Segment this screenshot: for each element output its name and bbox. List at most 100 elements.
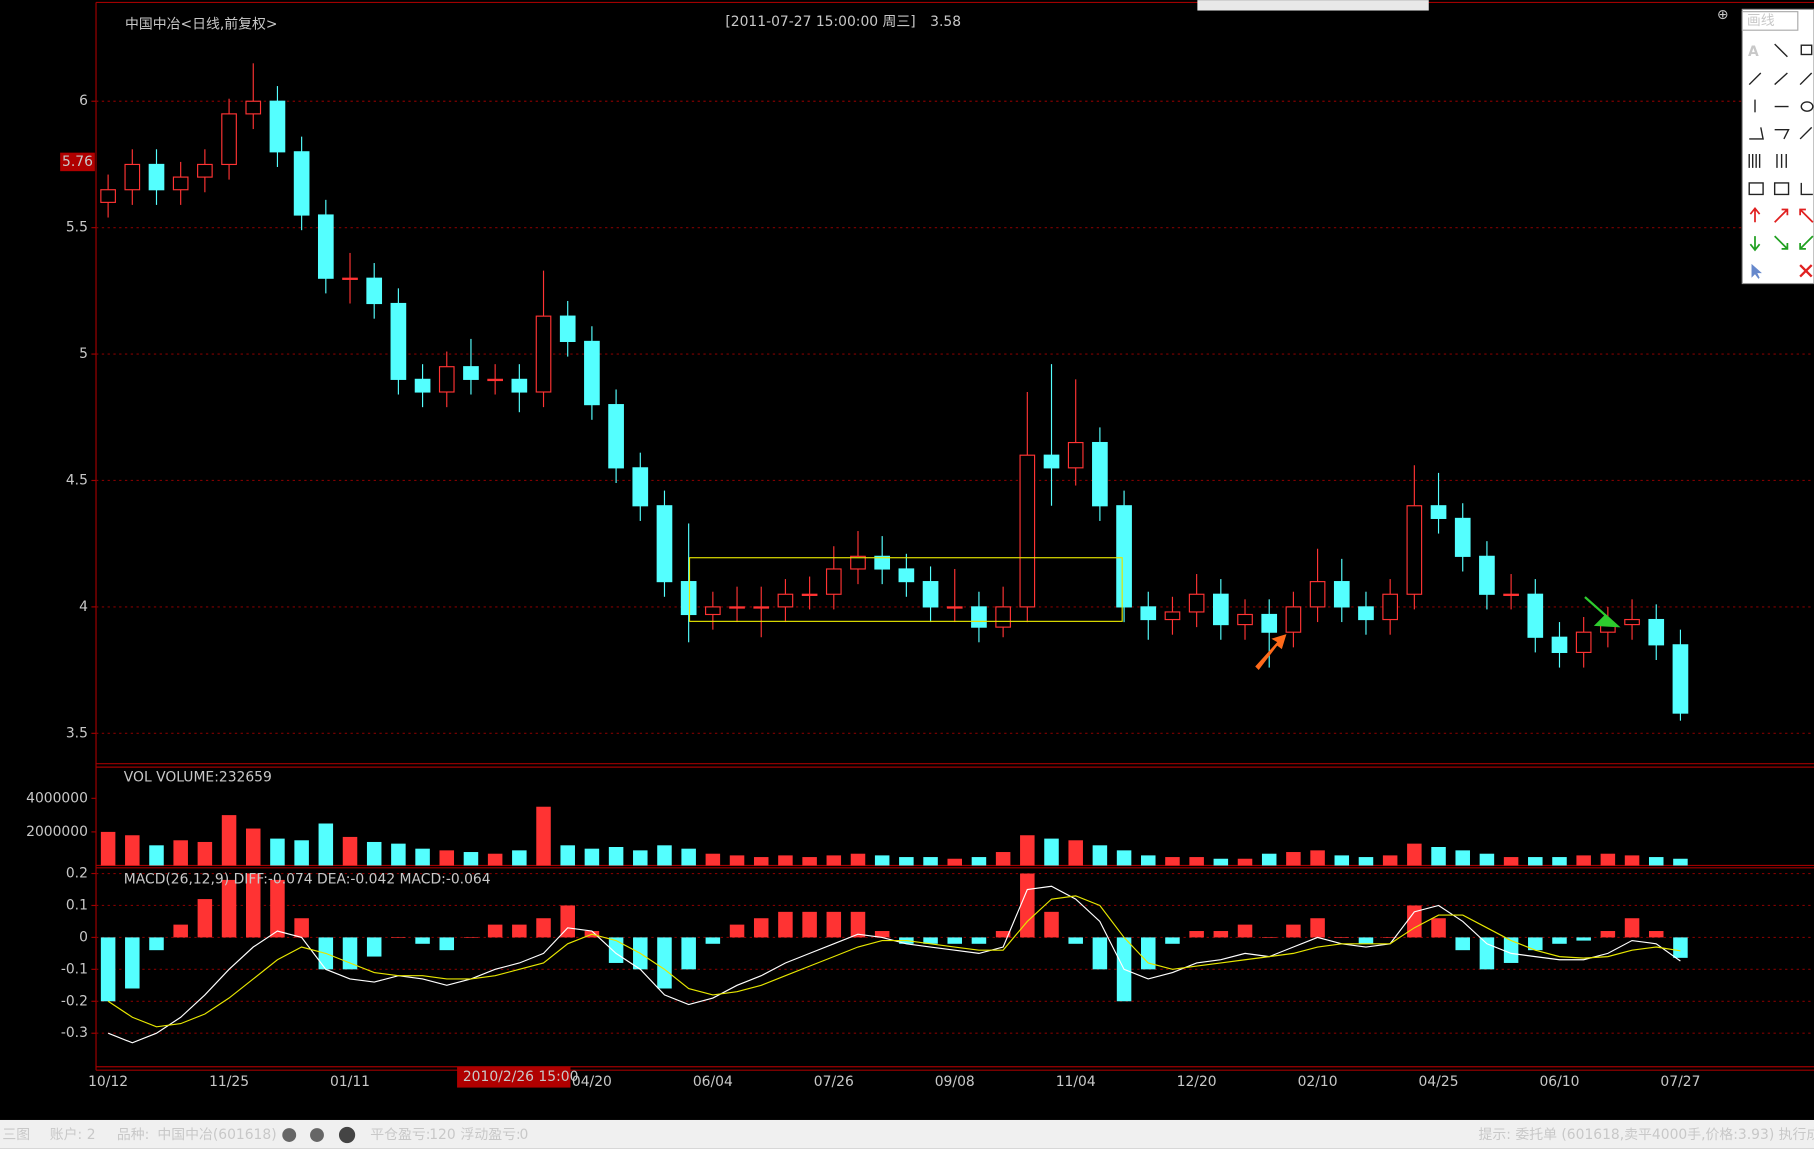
macd-bar [1528,937,1543,951]
candle-body [1358,606,1374,621]
x-tick-label: 04/20 [572,1074,612,1090]
macd-bar [1044,911,1059,938]
candle-body [1188,593,1205,613]
arrow-annotation [1584,596,1621,628]
macd-bar [995,931,1011,938]
top-toolbar[interactable] [1197,0,1429,11]
plot: 6 5.5 5 4.5 4 3.5 4000000 2000000 0.2 0.1 0 -0.1 -0.… [26,63,1814,1090]
delete-tool[interactable] [1799,264,1813,278]
macd-bar [923,937,938,944]
candle-body [559,315,576,343]
volume-bar [1503,857,1519,866]
candle-body [1043,454,1060,469]
volume-bar [1213,858,1229,866]
macd-bar [1407,905,1422,938]
cursor-date-box [457,1066,571,1088]
macd-bar [149,937,164,951]
volume-bar [1020,835,1035,866]
volume-bar [318,823,334,866]
candle-body [1140,606,1157,621]
arrow-tools-red[interactable] [1749,206,1814,223]
candle-body [487,378,503,382]
volume-bar [415,848,430,866]
volume-bar [439,850,455,866]
candle-body [1454,517,1471,557]
x-tick-label: 02/10 [1298,1074,1338,1090]
candle-body [390,302,407,380]
candle-body [1551,636,1568,653]
volume-bar [681,848,696,866]
volume-bar [657,845,672,866]
tool-icons[interactable] [1748,43,1814,196]
macd-bar [245,873,261,938]
volume-bar [366,841,382,866]
volume-bar [1068,840,1083,866]
dea-line [107,895,1681,1028]
volume-bar [608,846,624,866]
status-view[interactable]: 三图 [2,1127,30,1143]
volume-bar [971,857,987,866]
volume-bar [850,853,866,866]
tool-text-icon[interactable]: A [1748,44,1759,60]
x-tick-label: 11/04 [1056,1074,1096,1090]
candle-body [922,581,939,608]
arrow-tools-green[interactable] [1749,235,1814,252]
candle-body [124,163,141,191]
candle-body [1212,593,1229,626]
y-tick-label: 4.5 [66,472,88,488]
y-tick-label: 3.5 [66,725,88,741]
x-tick-label: 06/10 [1539,1074,1579,1090]
candle-body [1527,593,1544,638]
status-symbol[interactable]: 中国中冶(601618) [157,1127,276,1143]
volume-bar [1382,855,1398,866]
volume-bar [826,855,842,866]
zoom-out-button[interactable] [282,1128,297,1142]
candle-body [221,113,237,166]
candle-body [197,163,213,178]
candle-body [1624,618,1640,626]
volume-bar [1648,857,1664,866]
volume-bar [149,845,164,866]
macd-bar [221,879,237,938]
candle-body [414,378,431,393]
pointer-tool[interactable] [1751,263,1762,279]
macd-bar [125,937,140,989]
volume-bar [729,855,745,866]
macd-bar [270,879,285,938]
macd-bar [657,937,672,989]
volume-bar [923,857,938,866]
toolbar-input[interactable] [1741,11,1799,31]
volume-bar [100,831,116,866]
cursor-price-box [60,152,95,172]
volume-bar [1141,855,1156,866]
y-tick-label: -0.3 [61,1025,88,1041]
candle-body [511,378,528,393]
candle-body [729,606,745,609]
zoom-icon[interactable]: ⊕ [1717,7,1729,23]
volume-bar [778,855,793,866]
x-tick-label: 04/25 [1419,1074,1459,1090]
x-tick-label: 07/26 [814,1074,854,1090]
zoom-in-button[interactable] [310,1128,324,1142]
volume-bar [270,838,285,866]
x-tick-label: 06/04 [693,1074,733,1090]
macd-bar [971,937,987,944]
candle-body [1333,581,1350,608]
macd-bar [850,911,866,938]
candle-body [1503,593,1519,596]
range-box [688,557,1123,622]
settings-button[interactable] [338,1126,356,1144]
candle-body [438,366,455,393]
macd-bar [1165,937,1180,944]
candle-body [1672,644,1689,714]
status-account[interactable]: 2 [87,1127,96,1143]
volume-bar [995,852,1011,866]
macd-bar [463,937,479,938]
macd-bar [1237,924,1253,938]
status-account-label: 账户: [50,1126,82,1143]
y-tick-label: 0 [79,929,88,945]
macd-bar [608,937,624,963]
macd-bar [1092,937,1108,970]
volume-bar [705,853,721,866]
info-close: 3.58 [930,14,961,30]
